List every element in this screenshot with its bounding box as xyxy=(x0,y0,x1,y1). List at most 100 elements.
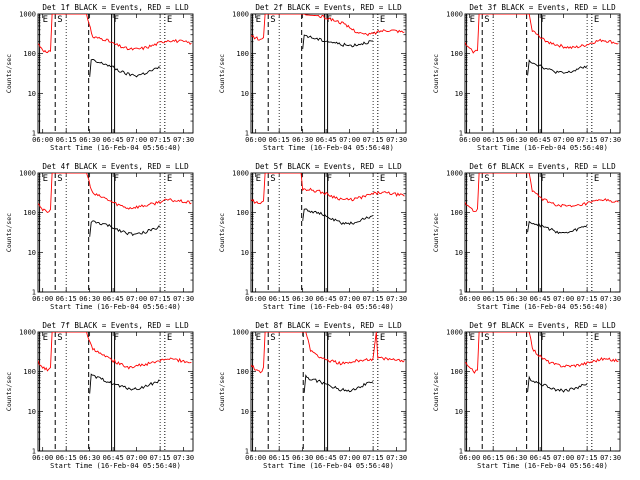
x-tick-label: 06:45 xyxy=(316,295,337,303)
series-line-lld xyxy=(251,332,405,374)
marker-label: F xyxy=(114,333,119,343)
y-tick-label: 1000 xyxy=(232,329,249,337)
marker-label: E xyxy=(470,15,475,25)
series-line-lld xyxy=(465,173,619,212)
y-tick-label: 1000 xyxy=(446,11,463,19)
y-tick-label: 1000 xyxy=(19,170,36,178)
marker-label: E xyxy=(256,174,261,184)
panel-det-2: Det 2f BLACK = Events, RED = LLD 1 10 100 10… xyxy=(218,3,407,152)
x-tick-label: 07:15 xyxy=(150,136,171,144)
plot-frame xyxy=(250,331,407,452)
x-tick-label: 07:30 xyxy=(600,136,621,144)
marker-label: E xyxy=(380,15,385,25)
marker-label: E xyxy=(594,174,599,184)
panel-det-4: Det 4f BLACK = Events, RED = LLD 1 10 100 10… xyxy=(5,162,194,311)
y-tick-label: 100 xyxy=(23,209,36,217)
y-tick-label: 1 xyxy=(32,289,36,297)
y-tick-label: 100 xyxy=(450,209,463,217)
panel-det-7: Det 7f BLACK = Events, RED = LLD 1 10 100 10… xyxy=(5,321,194,470)
y-tick-label: 10 xyxy=(28,408,36,416)
x-axis-label: Start Time (16-Feb-04 05:56:40) xyxy=(50,462,181,470)
y-tick-label: 10 xyxy=(455,90,463,98)
x-tick-label: 06:30 xyxy=(506,295,527,303)
x-tick-label: 06:30 xyxy=(292,295,313,303)
series-line-events xyxy=(302,34,374,50)
y-tick-label: 10 xyxy=(241,408,249,416)
marker-label: F xyxy=(114,15,119,25)
marker-label: E xyxy=(594,333,599,343)
series-line-events xyxy=(89,59,161,78)
x-tick-label: 06:00 xyxy=(32,295,53,303)
x-tick-label: 06:00 xyxy=(32,454,53,462)
series-line-lld xyxy=(465,332,619,374)
x-tick-label: 07:00 xyxy=(553,295,574,303)
marker-label: S xyxy=(270,174,275,184)
x-tick-label: 07:00 xyxy=(553,454,574,462)
panel-det-3: Det 3f BLACK = Events, RED = LLD 1 10 100 10… xyxy=(432,3,621,152)
x-tick-label: 06:15 xyxy=(56,454,77,462)
x-tick-label: 06:45 xyxy=(530,295,551,303)
panel-title: Det 7f BLACK = Events, RED = LLD xyxy=(42,321,189,330)
plot-frame xyxy=(250,172,407,293)
y-tick-label: 1 xyxy=(245,130,249,138)
x-tick-label: 06:45 xyxy=(316,136,337,144)
y-tick-label: 100 xyxy=(23,368,36,376)
marker-label: E xyxy=(470,174,475,184)
x-tick-label: 07:15 xyxy=(363,295,384,303)
marker-label: S xyxy=(484,333,489,343)
x-axis-label: Start Time (16-Feb-04 05:56:40) xyxy=(477,144,608,152)
marker-label: E xyxy=(380,333,385,343)
x-tick-label: 06:15 xyxy=(483,136,504,144)
x-tick-label: 07:15 xyxy=(577,295,598,303)
series-line-lld xyxy=(38,14,192,54)
x-tick-label: 06:00 xyxy=(459,454,480,462)
plot-frame xyxy=(37,13,194,134)
panel-title: Det 3f BLACK = Events, RED = LLD xyxy=(469,3,616,12)
y-axis-label: Counts/sec xyxy=(432,213,440,252)
y-tick-label: 10 xyxy=(28,90,36,98)
marker-label: E xyxy=(43,333,48,343)
series-line-lld xyxy=(251,14,405,41)
y-tick-label: 1000 xyxy=(446,170,463,178)
panel-title: Det 9f BLACK = Events, RED = LLD xyxy=(469,321,616,330)
marker-label: S xyxy=(270,333,275,343)
x-axis-label: Start Time (16-Feb-04 05:56:40) xyxy=(477,462,608,470)
panel-title: Det 5f BLACK = Events, RED = LLD xyxy=(255,162,402,171)
series-line-lld xyxy=(465,14,619,54)
marker-label: S xyxy=(57,15,62,25)
panel-det-9: Det 9f BLACK = Events, RED = LLD 1 10 100 10… xyxy=(432,321,621,470)
x-tick-label: 07:15 xyxy=(577,454,598,462)
x-tick-label: 06:15 xyxy=(269,136,290,144)
series-line-events xyxy=(303,374,374,393)
panel-title: Det 6f BLACK = Events, RED = LLD xyxy=(469,162,616,171)
x-tick-label: 06:45 xyxy=(530,454,551,462)
marker-label: S xyxy=(270,15,275,25)
plot-frame xyxy=(464,331,621,452)
y-axis-label: Counts/sec xyxy=(432,372,440,411)
y-tick-label: 100 xyxy=(23,50,36,58)
y-tick-label: 100 xyxy=(450,50,463,58)
y-tick-label: 1000 xyxy=(446,329,463,337)
x-axis-label: Start Time (16-Feb-04 05:56:40) xyxy=(50,303,181,311)
y-axis-label: Counts/sec xyxy=(5,54,13,93)
marker-label: E xyxy=(167,174,172,184)
x-tick-label: 07:00 xyxy=(126,295,147,303)
panel-title: Det 1f BLACK = Events, RED = LLD xyxy=(42,3,189,12)
y-tick-label: 100 xyxy=(236,50,249,58)
y-tick-label: 1 xyxy=(459,289,463,297)
y-tick-label: 1 xyxy=(245,448,249,456)
y-tick-label: 1000 xyxy=(19,11,36,19)
marker-label: E xyxy=(256,333,261,343)
y-tick-label: 10 xyxy=(241,90,249,98)
x-tick-label: 06:45 xyxy=(103,295,124,303)
series-line-lld xyxy=(38,332,192,372)
x-tick-label: 06:15 xyxy=(56,136,77,144)
y-axis-label: Counts/sec xyxy=(218,213,226,252)
panel-det-5: Det 5f BLACK = Events, RED = LLD 1 10 100 10… xyxy=(218,162,407,311)
x-tick-label: 06:15 xyxy=(269,295,290,303)
y-axis-label: Counts/sec xyxy=(218,372,226,411)
marker-label: F xyxy=(114,174,119,184)
marker-label: E xyxy=(470,333,475,343)
x-tick-label: 07:15 xyxy=(150,295,171,303)
x-tick-label: 06:30 xyxy=(79,295,100,303)
